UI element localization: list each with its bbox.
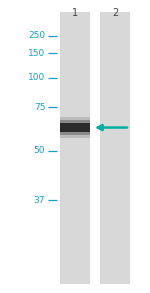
- Bar: [100, 12, 130, 284]
- Text: 2: 2: [112, 8, 118, 18]
- Bar: [60, 117, 90, 138]
- Text: 50: 50: [34, 146, 45, 155]
- Bar: [60, 12, 90, 284]
- Text: 1: 1: [72, 8, 78, 18]
- Text: 37: 37: [34, 196, 45, 205]
- Text: 150: 150: [28, 49, 45, 58]
- Bar: [60, 123, 90, 132]
- Text: 75: 75: [34, 103, 45, 112]
- Text: 250: 250: [28, 31, 45, 40]
- Bar: [60, 120, 90, 135]
- Text: 100: 100: [28, 74, 45, 82]
